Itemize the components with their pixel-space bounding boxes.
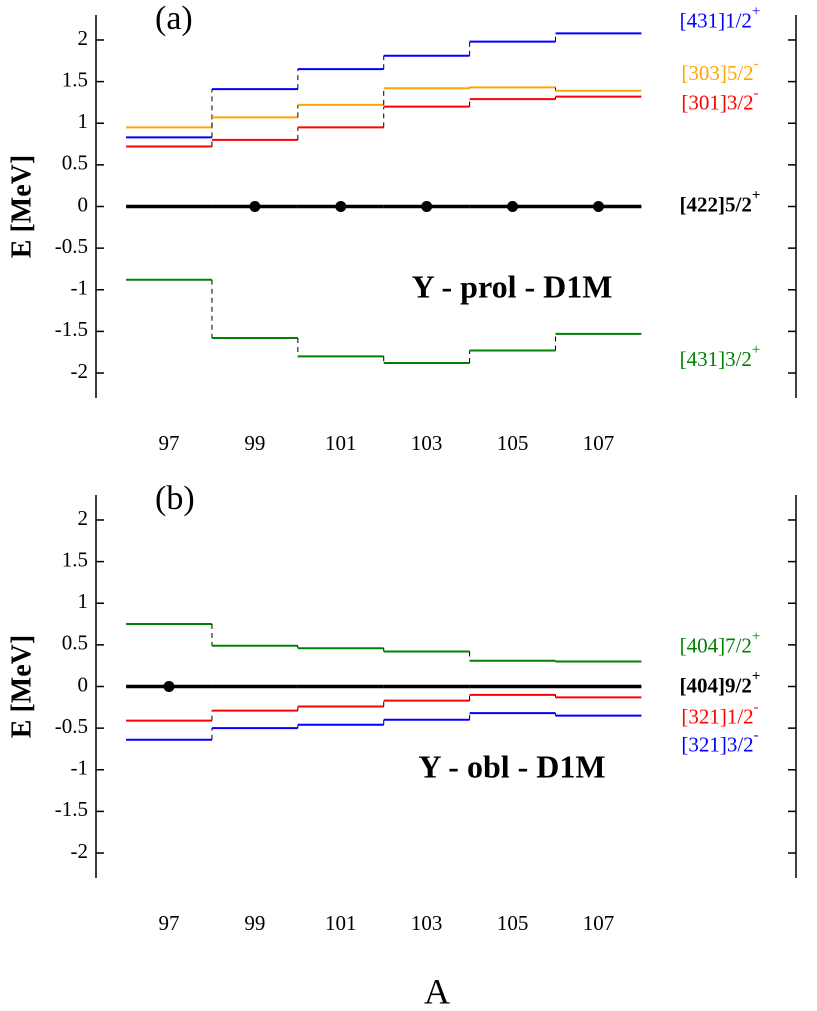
level-label-sup: + xyxy=(752,4,760,20)
level-label: [321]3/2- xyxy=(681,728,758,756)
ground-state-marker xyxy=(507,201,519,212)
panel-title: Y - obl - D1M xyxy=(418,748,605,784)
y-tick-label: -0.5 xyxy=(55,714,88,738)
y-tick-label: -1.5 xyxy=(55,797,88,821)
y-tick-label: -1 xyxy=(71,276,89,300)
level-label-sup: + xyxy=(752,669,761,685)
x-tick-label: 101 xyxy=(325,431,357,455)
x-tick-label: 99 xyxy=(244,911,265,935)
ground-state-marker xyxy=(592,201,604,212)
y-tick-label: -2 xyxy=(71,839,89,863)
level-label: [303]5/2- xyxy=(681,56,758,84)
y-tick-label: 2 xyxy=(78,506,89,530)
y-tick-label: -2 xyxy=(71,359,89,383)
y-tick-label: -1 xyxy=(71,756,89,780)
level-label-name: [431]1/2 xyxy=(680,8,752,32)
level-label-sup: - xyxy=(754,86,759,102)
level-label-sup: - xyxy=(754,700,759,716)
level-label-sup: - xyxy=(754,56,759,72)
level-label-name: [404]7/2 xyxy=(680,633,752,657)
ground-state-marker xyxy=(163,681,175,692)
level-label-sup: + xyxy=(752,629,760,645)
level-label-name: [431]3/2 xyxy=(680,347,752,371)
y-tick-label: 1 xyxy=(78,109,89,133)
y-tick-label: 0 xyxy=(78,672,89,696)
y-tick-label: 0.5 xyxy=(62,151,88,175)
x-tick-label: 101 xyxy=(325,911,357,935)
panel-label: (b) xyxy=(155,480,195,517)
y-tick-label: 1.5 xyxy=(62,547,88,571)
ground-state-marker xyxy=(335,201,347,212)
level-label: [422]5/2+ xyxy=(680,188,761,216)
level-label-sup: + xyxy=(752,188,761,204)
y-tick-label: 0.5 xyxy=(62,631,88,655)
y-tick-label: -0.5 xyxy=(55,234,88,258)
y-axis-label: E [MeV] xyxy=(6,635,37,738)
level-label: [404]9/2+ xyxy=(680,669,761,697)
panel-title: Y - prol - D1M xyxy=(412,268,613,304)
x-tick-label: 103 xyxy=(411,911,443,935)
level-label: [404]7/2+ xyxy=(680,629,761,657)
level-label-name: [301]3/2 xyxy=(681,90,753,114)
level-label-sup: + xyxy=(752,342,760,358)
y-tick-label: 1.5 xyxy=(62,67,88,91)
x-tick-label: 97 xyxy=(159,911,180,935)
y-tick-label: 2 xyxy=(78,26,89,50)
y-tick-label: 1 xyxy=(78,589,89,613)
ground-state-marker xyxy=(421,201,433,212)
y-tick-label: -1.5 xyxy=(55,317,88,341)
x-tick-label: 107 xyxy=(583,431,615,455)
level-label: [431]1/2+ xyxy=(680,4,761,32)
level-label: [431]3/2+ xyxy=(680,342,761,370)
y-tick-label: 0 xyxy=(78,192,89,216)
level-label-name: [321]1/2 xyxy=(681,704,753,728)
level-label-sup: - xyxy=(754,728,759,744)
level-label: [321]1/2- xyxy=(681,700,758,728)
x-tick-label: 105 xyxy=(497,431,529,455)
level-label-name: [404]9/2 xyxy=(680,673,752,697)
x-tick-label: 97 xyxy=(159,431,180,455)
level-label-name: [422]5/2 xyxy=(680,192,752,216)
x-axis-label: A xyxy=(424,971,450,1011)
panel-label: (a) xyxy=(155,0,193,37)
x-tick-label: 99 xyxy=(244,431,265,455)
x-tick-label: 107 xyxy=(583,911,615,935)
x-tick-label: 103 xyxy=(411,431,443,455)
x-tick-label: 105 xyxy=(497,911,529,935)
level-label-name: [303]5/2 xyxy=(681,61,753,85)
level-label-name: [321]3/2 xyxy=(681,732,753,756)
level-label: [301]3/2- xyxy=(681,86,758,114)
y-axis-label: E [MeV] xyxy=(6,155,37,258)
ground-state-marker xyxy=(249,201,261,212)
